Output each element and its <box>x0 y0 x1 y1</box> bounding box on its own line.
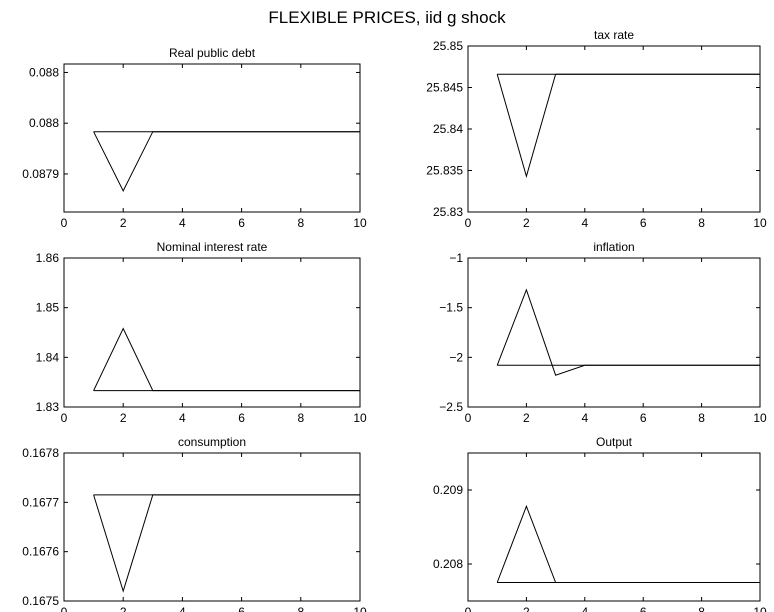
x-tick-label: 10 <box>353 605 367 612</box>
y-tick-label: 1.85 <box>36 301 60 315</box>
subplot-title: Real public debt <box>169 46 256 60</box>
x-tick-label: 6 <box>640 216 647 230</box>
x-tick-label: 2 <box>120 216 127 230</box>
subplot-4: inflation 0 2 4 6 8 10 −1 −1.5 −2 −2.5 <box>439 240 767 425</box>
series-line-1 <box>496 504 760 583</box>
series-line-1 <box>496 288 760 376</box>
subplot-title: Output <box>596 435 633 449</box>
x-tick-label: 0 <box>465 216 472 230</box>
y-tick-label: 25.85 <box>433 39 463 53</box>
axes-box <box>467 45 761 213</box>
y-tick-label: 25.83 <box>433 205 463 219</box>
series-line-1 <box>496 73 760 179</box>
x-tick-label: 2 <box>523 216 530 230</box>
x-tick-label: 0 <box>465 605 472 612</box>
series-line-1 <box>93 131 360 193</box>
x-tick-label: 8 <box>698 216 705 230</box>
subplot-title: Nominal interest rate <box>157 240 268 254</box>
axes-box <box>63 257 361 408</box>
x-tick-label: 0 <box>61 216 68 230</box>
y-tick-label: −1.5 <box>439 301 463 315</box>
subplot-6: Output 0 2 4 6 8 10 0.209 0.208 <box>433 435 767 612</box>
y-tick-label: 0.1676 <box>22 545 59 559</box>
x-tick-label: 6 <box>640 411 647 425</box>
series-line-1 <box>93 327 360 392</box>
x-tick-label: 10 <box>753 216 767 230</box>
x-tick-label: 0 <box>465 411 472 425</box>
y-tick-label: 1.83 <box>36 400 60 414</box>
x-tick-label: 6 <box>238 216 245 230</box>
y-tick-label: 0.1677 <box>22 495 59 509</box>
x-tick-label: 10 <box>353 411 367 425</box>
subplot-title: tax rate <box>594 28 634 42</box>
subplot-3: Nominal interest rate 0 2 4 6 8 10 1.86 1.85 1.84… <box>36 240 367 425</box>
x-tick-label: 2 <box>523 605 530 612</box>
y-tick-label: 25.835 <box>426 164 463 178</box>
x-tick-label: 4 <box>179 605 186 612</box>
y-tick-label: −2 <box>449 350 463 364</box>
y-tick-label: −1 <box>449 251 463 265</box>
x-tick-label: 6 <box>238 411 245 425</box>
x-tick-label: 10 <box>753 605 767 612</box>
x-tick-label: 8 <box>297 605 304 612</box>
x-tick-label: 2 <box>120 411 127 425</box>
y-tick-label: −2.5 <box>439 400 463 414</box>
x-tick-label: 4 <box>581 216 588 230</box>
x-tick-label: 10 <box>353 216 367 230</box>
x-tick-label: 6 <box>640 605 647 612</box>
series-line-1 <box>93 494 360 593</box>
subplot-title: inflation <box>593 240 634 254</box>
y-tick-label: 0.0879 <box>22 167 59 181</box>
y-tick-label: 1.86 <box>36 251 60 265</box>
x-tick-label: 4 <box>179 216 186 230</box>
axes-box <box>467 257 761 408</box>
figure-title: FLEXIBLE PRICES, iid g shock <box>268 8 506 27</box>
y-tick-label: 0.209 <box>433 483 463 497</box>
y-tick-label: 1.84 <box>36 350 60 364</box>
x-tick-label: 2 <box>523 411 530 425</box>
axes-box <box>63 452 361 602</box>
x-tick-label: 8 <box>297 411 304 425</box>
y-tick-label: 0.088 <box>29 116 59 130</box>
x-tick-label: 8 <box>698 411 705 425</box>
y-tick-label: 0.208 <box>433 557 463 571</box>
y-tick-label: 25.84 <box>433 122 463 136</box>
y-tick-label: 0.088 <box>29 65 59 79</box>
x-tick-label: 10 <box>753 411 767 425</box>
subplot-2: tax rate 0 2 4 6 8 10 25.85 25.845 25.84 25.835 25.… <box>426 28 767 230</box>
x-tick-label: 2 <box>120 605 127 612</box>
axes-box <box>467 452 761 602</box>
y-tick-label: 0.1675 <box>22 594 59 608</box>
x-tick-label: 4 <box>179 411 186 425</box>
axes-box <box>63 63 361 213</box>
x-tick-label: 4 <box>581 605 588 612</box>
x-tick-label: 8 <box>297 216 304 230</box>
subplot-title: consumption <box>178 435 246 449</box>
x-tick-label: 6 <box>238 605 245 612</box>
y-tick-label: 25.845 <box>426 81 463 95</box>
x-tick-label: 0 <box>61 605 68 612</box>
x-tick-label: 8 <box>698 605 705 612</box>
x-tick-label: 4 <box>581 411 588 425</box>
subplot-5: consumption 0 2 4 6 8 10 0.1678 0.1677 0.1676 0.16… <box>22 435 367 612</box>
y-tick-label: 0.1678 <box>22 446 59 460</box>
x-tick-label: 0 <box>61 411 68 425</box>
subplot-1: Real public debt 0 2 4 6 8 10 0.088 0.088 0.0879 <box>22 46 367 230</box>
